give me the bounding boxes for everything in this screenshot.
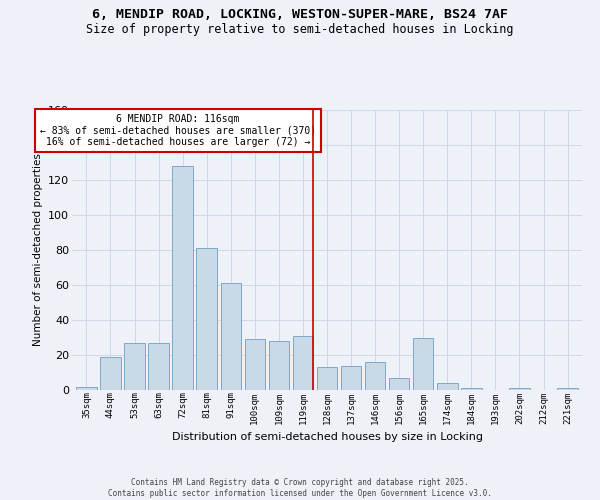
Text: Contains HM Land Registry data © Crown copyright and database right 2025.
Contai: Contains HM Land Registry data © Crown c… (108, 478, 492, 498)
Bar (509, 388, 530, 390)
Bar (413, 338, 433, 390)
Bar (341, 366, 361, 390)
Text: 6, MENDIP ROAD, LOCKING, WESTON-SUPER-MARE, BS24 7AF: 6, MENDIP ROAD, LOCKING, WESTON-SUPER-MA… (92, 8, 508, 20)
Bar (557, 388, 578, 390)
Bar (461, 388, 482, 390)
Bar (245, 339, 265, 390)
Bar (365, 362, 385, 390)
Bar (317, 367, 337, 390)
Bar (148, 343, 169, 390)
Bar (437, 383, 458, 390)
Bar (389, 378, 409, 390)
Bar (293, 336, 313, 390)
Bar (221, 283, 241, 390)
Text: Size of property relative to semi-detached houses in Locking: Size of property relative to semi-detach… (86, 22, 514, 36)
Bar (172, 166, 193, 390)
Bar (124, 343, 145, 390)
Text: 6 MENDIP ROAD: 116sqm
← 83% of semi-detached houses are smaller (370)
16% of sem: 6 MENDIP ROAD: 116sqm ← 83% of semi-deta… (40, 114, 316, 146)
Bar (100, 357, 121, 390)
Bar (269, 341, 289, 390)
Y-axis label: Number of semi-detached properties: Number of semi-detached properties (32, 154, 43, 346)
Bar (76, 386, 97, 390)
X-axis label: Distribution of semi-detached houses by size in Locking: Distribution of semi-detached houses by … (172, 432, 482, 442)
Bar (196, 248, 217, 390)
